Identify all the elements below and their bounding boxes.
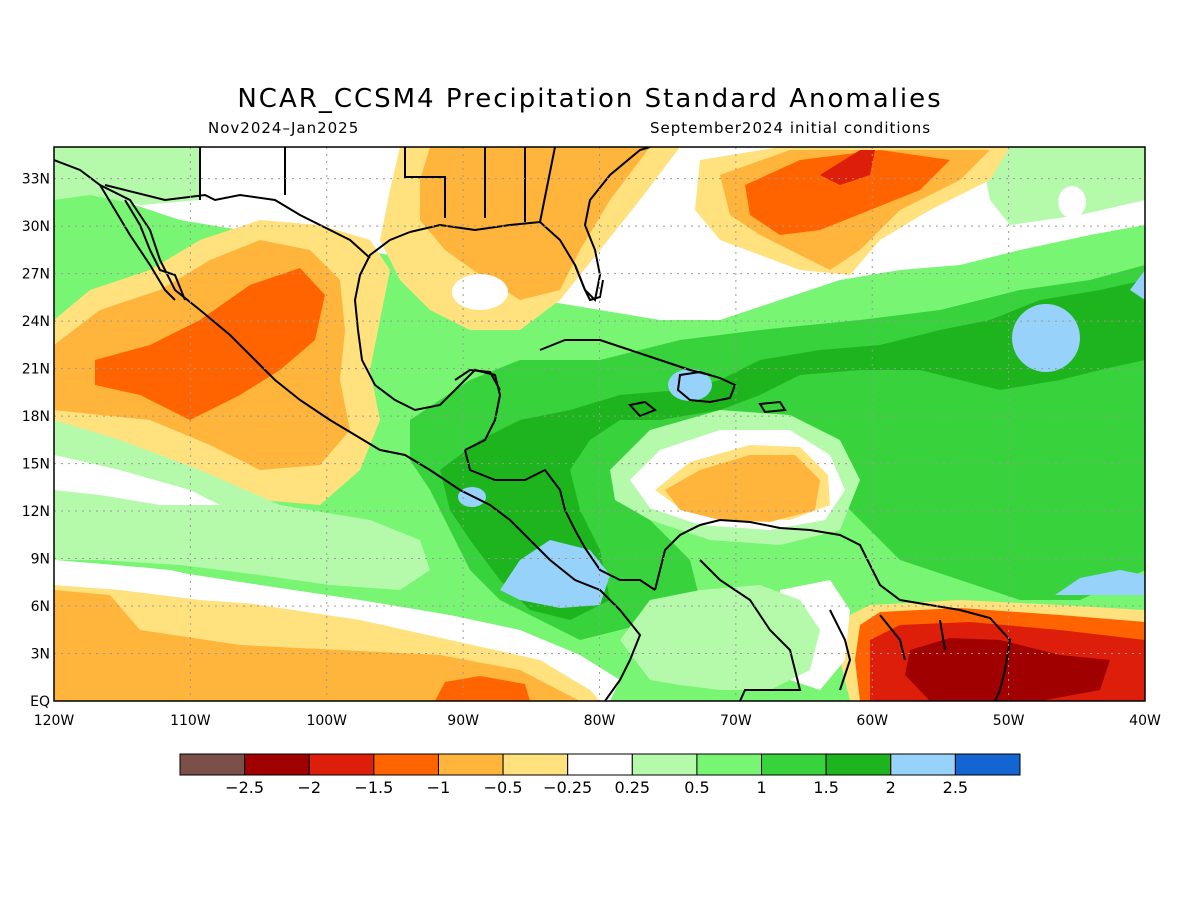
initial-conditions: September2024 initial conditions <box>650 119 932 137</box>
coastlines <box>54 147 1012 701</box>
lon-tick-label: 100W <box>306 713 347 729</box>
field-vwet-caribbean <box>440 280 1145 620</box>
colorbar: −2.5 −2 −1.5 −1 −0.5 −0.25 0.25 0.5 1 1.5 2 2.5 <box>179 753 1021 797</box>
field-extreme-guianas <box>905 638 1110 701</box>
lat-tick-label: 9N <box>31 552 50 568</box>
field-blue-nicaragua <box>500 540 610 608</box>
coast-gulf <box>353 231 502 451</box>
field-lightgreen-ne <box>980 147 1145 225</box>
coast-puerto-rico <box>758 400 787 414</box>
field-medium-pacific <box>54 590 580 701</box>
lat-tick-label: 6N <box>31 599 50 615</box>
coast-south-america <box>654 518 1012 701</box>
lat-tick-label: 27N <box>22 267 50 283</box>
field-white-atlantic <box>1058 186 1086 218</box>
colorbar-label: 1 <box>756 778 766 797</box>
grid-lines <box>54 147 1145 701</box>
colorbar-swatch <box>631 753 698 776</box>
border-us-mexico <box>104 184 371 259</box>
coast-baja <box>99 184 186 301</box>
longitude-labels: 120W 110W 100W 90W 80W 70W 60W 50W 40W <box>34 713 1161 729</box>
coast-cuba <box>539 339 711 376</box>
colorbar-swatch <box>825 753 892 776</box>
colorbar-label: 2.5 <box>943 778 968 797</box>
colorbar-swatch <box>567 753 633 776</box>
colorbar-label: 0.5 <box>684 778 709 797</box>
colorbar-swatch <box>373 753 439 776</box>
coast-usgulf <box>409 147 651 303</box>
lon-tick-label: 110W <box>170 713 211 729</box>
field-blue-east <box>1055 570 1145 595</box>
coast-mexico-pacific <box>54 159 642 701</box>
colorbar-label: 2 <box>886 778 896 797</box>
border-states <box>199 147 556 223</box>
colorbar-swatch <box>179 753 246 776</box>
lat-tick-label: 21N <box>22 362 50 378</box>
lon-tick-label: 50W <box>993 713 1025 729</box>
colorbar-swatch <box>761 753 827 776</box>
forecast-period: Nov2024–Jan2025 <box>208 119 360 137</box>
lat-tick-label: 3N <box>31 647 50 663</box>
map-frame <box>53 146 1146 702</box>
field-vstrong-atlantic <box>820 150 875 185</box>
latitude-labels: 33N 30N 27N 24N 21N 18N 15N 12N 9N 6N 3N EQ <box>22 172 50 710</box>
border-south-america <box>699 559 946 701</box>
lat-tick-label: 18N <box>22 409 50 425</box>
field-white-pacific-mid <box>54 455 220 505</box>
field-strong-pacific <box>435 676 530 701</box>
field-medium-southcarib <box>665 455 820 522</box>
lon-tick-label: 80W <box>584 713 616 729</box>
field-lightgreen-pacific <box>54 420 430 590</box>
field-strong-atlantic <box>745 150 950 235</box>
colorbar-swatch <box>308 753 375 776</box>
colorbar-swatch <box>244 753 310 776</box>
field-strong-mexico <box>95 268 325 420</box>
field-blue-atlantic <box>1012 304 1080 372</box>
colorbar-label: −0.25 <box>543 778 592 797</box>
lon-tick-label: 70W <box>720 713 752 729</box>
colorbar-label: −1.5 <box>354 778 393 797</box>
lon-tick-label: 90W <box>447 713 479 729</box>
colorbar-swatch <box>502 753 569 776</box>
lat-tick-label: 33N <box>22 172 50 188</box>
field-white-pacific-strip <box>54 560 270 605</box>
colorbar-swatch <box>954 753 1021 776</box>
colorbar-label: 0.25 <box>614 778 650 797</box>
colorbar-label: −0.5 <box>484 778 523 797</box>
field-white-gulf <box>452 274 508 310</box>
colorbar-swatch <box>696 753 763 776</box>
field-blue-far-east <box>1130 270 1145 300</box>
field-lightgreen-north <box>54 147 200 205</box>
colorbar-label: 1.5 <box>813 778 838 797</box>
lat-tick-label: 15N <box>22 457 50 473</box>
lon-tick-label: 40W <box>1129 713 1161 729</box>
colorbar-swatch <box>890 753 956 776</box>
lon-tick-label: 60W <box>856 713 888 729</box>
coast-central-america <box>464 449 656 591</box>
lat-tick-label: 30N <box>22 219 50 235</box>
lon-tick-label: 120W <box>34 713 75 729</box>
field-lightgreen-andes <box>620 585 820 690</box>
lat-tick-label: EQ <box>30 694 50 710</box>
colorbar-label: −2.5 <box>225 778 264 797</box>
colorbar-label: −1 <box>427 778 451 797</box>
map-title: NCAR_CCSM4 Precipitation Standard Anomal… <box>237 84 943 114</box>
coast-yucatan <box>454 368 501 391</box>
lat-tick-label: 24N <box>22 314 50 330</box>
coast-hispaniola <box>676 370 737 404</box>
colorbar-label: −2 <box>297 778 321 797</box>
coast-florida <box>574 264 604 302</box>
coast-jamaica <box>628 400 657 418</box>
lat-tick-label: 12N <box>22 504 50 520</box>
colorbar-swatch <box>437 753 504 776</box>
